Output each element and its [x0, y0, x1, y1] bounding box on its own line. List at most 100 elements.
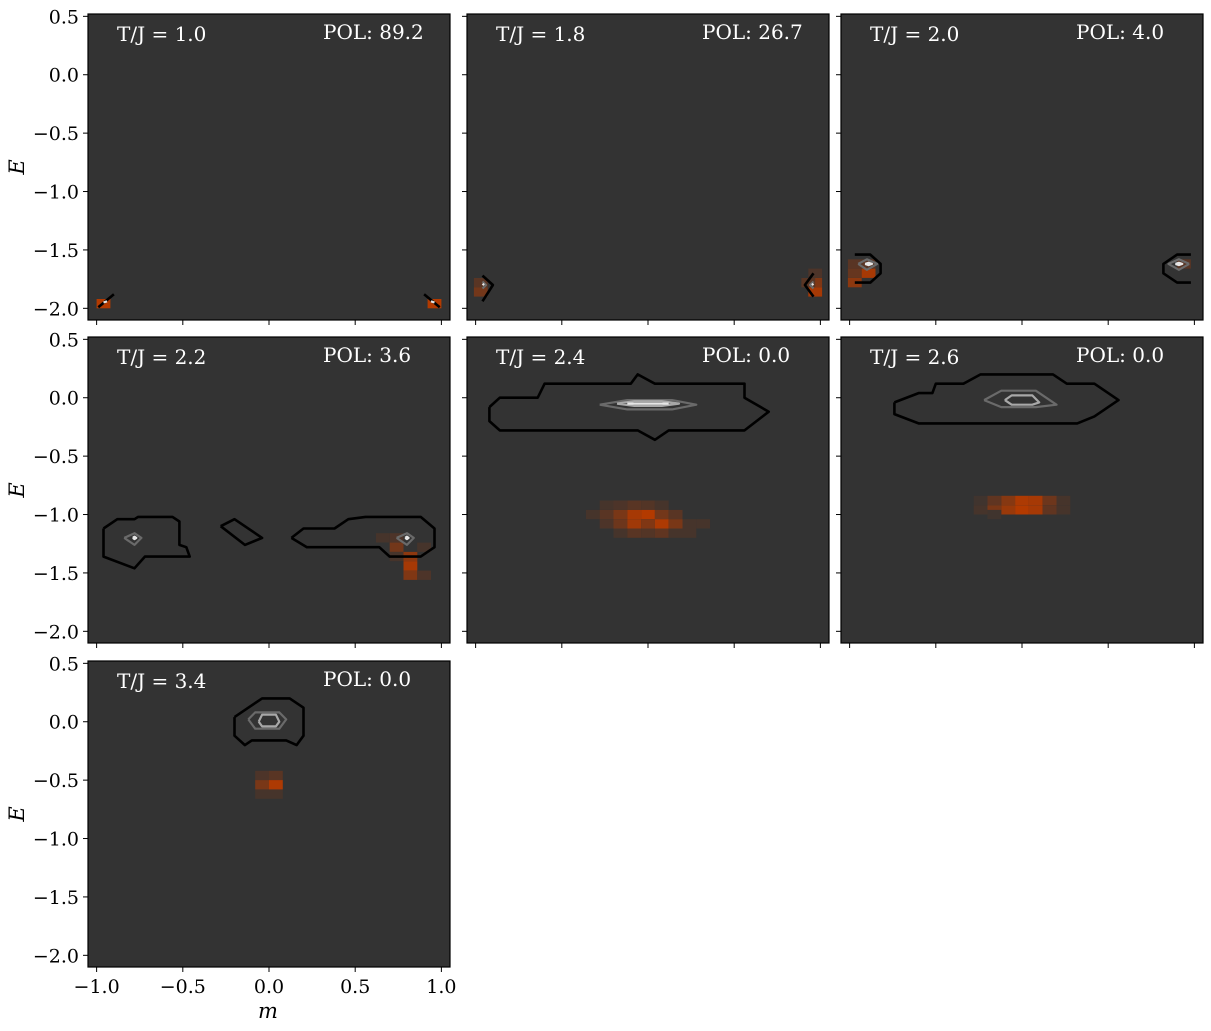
panel-background	[841, 337, 1203, 643]
temperature-label: T/J = 3.4	[117, 669, 206, 693]
panel-background	[88, 14, 450, 320]
heatmap-cell	[987, 505, 1002, 515]
contour-line	[132, 535, 138, 541]
x-tick-label: 0.0	[254, 976, 284, 998]
heatmap-cell	[473, 278, 488, 288]
heatmap-cell	[417, 570, 431, 580]
contour-line	[857, 258, 879, 271]
pol-label: POL: 0.0	[323, 667, 411, 691]
heatmap-cell	[987, 495, 1002, 506]
heatmap-cell	[1001, 505, 1016, 515]
panel-6: T/J = 2.6 POL: 0.0	[836, 336, 1204, 648]
contour-line	[1004, 394, 1041, 406]
heatmap-cell	[627, 519, 642, 529]
contour-line	[803, 272, 815, 298]
heatmap-cell	[627, 500, 642, 510]
y-tick-label: −1.0	[33, 505, 79, 527]
contour-line	[808, 280, 815, 290]
panel-background	[467, 337, 829, 643]
xlabel: m	[258, 999, 278, 1023]
y-tick-label: −0.5	[33, 446, 79, 468]
temperature-label: T/J = 1.8	[496, 22, 585, 46]
panel-background	[841, 14, 1203, 320]
heatmap-cell	[654, 500, 669, 510]
pol-label: POL: 3.6	[323, 343, 411, 367]
pol-label: POL: 0.0	[702, 343, 790, 367]
y-tick-label: −0.5	[33, 123, 79, 145]
heatmap-cell	[682, 528, 697, 538]
contour-line	[481, 274, 495, 302]
y-tick-label: 0.5	[49, 329, 79, 351]
panels-group: 0.5 0.0 −0.5 −1.0 −1.5 −2.0 T/J = 1.0 POL: 89.2…	[33, 6, 1204, 998]
contour-line	[257, 713, 281, 728]
heatmap-cell	[987, 509, 1002, 520]
heatmap-cell	[255, 789, 269, 799]
y-tick-label: −2.0	[33, 621, 79, 643]
heatmap-cell	[654, 509, 669, 520]
heatmap-cell	[613, 500, 628, 510]
heatmap-cell	[668, 519, 683, 529]
heatmap-cell	[1177, 259, 1191, 269]
temperature-label: T/J = 2.4	[496, 345, 585, 369]
y-tick-label: −0.5	[33, 770, 79, 792]
heatmap-cell	[627, 509, 642, 520]
y-tick-label: 0.5	[49, 653, 79, 675]
y-tick-label: −1.0	[33, 829, 79, 851]
temperature-label: T/J = 2.6	[870, 345, 959, 369]
heatmap-cell	[613, 509, 628, 520]
heatmap-cell	[808, 268, 823, 278]
contour-line	[247, 711, 288, 730]
heatmap-cell	[473, 287, 488, 297]
contour-line	[616, 400, 681, 407]
heatmap-cell	[801, 278, 816, 288]
y-tick-label: 0.0	[49, 712, 79, 734]
contour-line	[854, 253, 882, 284]
y-tick-label: 0.5	[49, 6, 79, 28]
pol-label: POL: 0.0	[1076, 343, 1164, 367]
pol-label: POL: 26.7	[702, 20, 803, 44]
heatmap-cell	[973, 505, 988, 515]
heatmap-cell	[403, 561, 418, 571]
heatmap-cell	[417, 542, 431, 552]
contour-line	[893, 373, 1120, 425]
heatmap-cell	[654, 528, 669, 538]
panel-4: 0.5 0.0 −0.5 −1.0 −1.5 −2.0 T/J = 2.2 POL: 3.6	[33, 329, 451, 648]
heatmap-cell	[1028, 505, 1043, 515]
heatmap-cell	[1015, 505, 1029, 515]
heatmap-cell	[1042, 505, 1057, 515]
contour-line	[811, 282, 815, 286]
x-tick-label: 0.5	[340, 976, 370, 998]
panel-5: T/J = 2.4 POL: 0.0	[462, 336, 830, 648]
contour-line	[290, 515, 436, 558]
heatmap-cell	[585, 509, 600, 520]
panel-background	[467, 14, 829, 320]
x-tick-label: −1.0	[74, 976, 120, 998]
heatmap-cell	[973, 495, 988, 506]
pol-label: POL: 4.0	[1076, 20, 1164, 44]
x-tick-label: −0.5	[160, 976, 206, 998]
contour-line	[123, 532, 143, 547]
heatmap-cell	[375, 533, 390, 543]
heatmap-cell	[847, 268, 862, 278]
contour-line	[404, 535, 410, 541]
y-tick-label: −1.5	[33, 240, 79, 262]
heatmap-cell	[641, 500, 655, 510]
contour-line	[102, 515, 191, 570]
contour-line	[395, 532, 415, 547]
contour-line	[1167, 258, 1190, 271]
heatmap-cell	[269, 770, 283, 781]
heatmap-cell	[808, 287, 823, 297]
heatmap-cell	[641, 528, 655, 538]
contour-line	[864, 261, 874, 267]
contour-line	[219, 517, 264, 547]
heatmap-cell	[1001, 495, 1016, 506]
heatmap-cell	[641, 509, 655, 520]
heatmap-cell	[599, 519, 614, 529]
heatmap-cell	[668, 528, 683, 538]
y-tick-label: −1.5	[33, 563, 79, 585]
heatmap-cell	[861, 268, 876, 278]
heatmap-cell	[627, 528, 642, 538]
heatmap-cell	[641, 519, 655, 529]
contour-line	[481, 280, 488, 290]
